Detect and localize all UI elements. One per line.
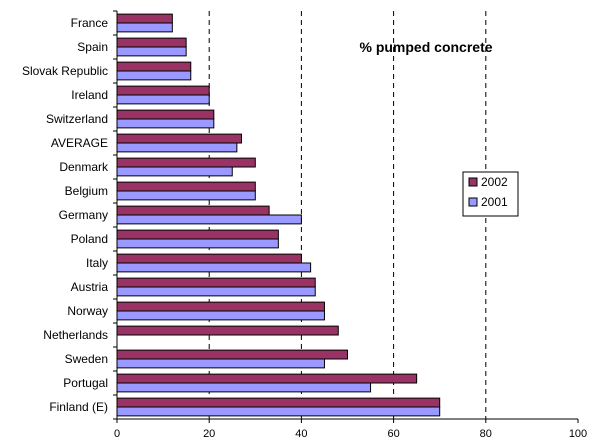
x-tick-label: 0 (114, 428, 120, 440)
category-label: Belgium (65, 184, 108, 198)
bar-2001-switzerland (116, 118, 215, 129)
legend-swatch-2001 (468, 197, 478, 207)
category-label: Denmark (59, 160, 109, 174)
bar-2001-slovak-republic (116, 70, 192, 81)
x-tick-label: 100 (569, 428, 587, 440)
bar-2002-switzerland (116, 109, 215, 120)
category-label: AVERAGE (51, 136, 108, 150)
category-label: Portugal (63, 376, 108, 390)
bar-2002-spain (116, 37, 187, 48)
bar-2002-france (116, 13, 173, 24)
bars (116, 13, 441, 417)
chart-title: % pumped concrete (359, 39, 492, 55)
bar-2001-poland (116, 238, 279, 249)
category-label: Poland (71, 232, 108, 246)
bar-2001-france (116, 22, 173, 33)
legend-label-2002: 2002 (481, 175, 508, 189)
bar-2002-austria (116, 277, 316, 288)
x-tick-label: 80 (480, 428, 492, 440)
bar-2001-norway (116, 310, 325, 321)
category-label: Spain (77, 40, 108, 54)
bar-2002-average (116, 133, 242, 144)
bar-2002-germany (116, 205, 270, 216)
category-label: Italy (86, 256, 108, 270)
bar-2001-germany (116, 214, 302, 225)
x-tick-labels: 0 20 40 60 80 100 (114, 428, 587, 440)
category-label: Germany (59, 208, 108, 222)
legend-swatch-2002 (468, 177, 478, 187)
gridlines (208, 11, 487, 419)
bar-2001-spain (116, 46, 187, 57)
bar-2001-ireland (116, 94, 210, 105)
category-label: Switzerland (46, 112, 108, 126)
bar-2002-poland (116, 229, 279, 240)
category-label: Netherlands (43, 328, 108, 342)
bar-2001-sweden (116, 358, 325, 369)
bar-2002-finland-e (116, 397, 441, 408)
legend-label-2001: 2001 (481, 195, 508, 209)
bar-2002-denmark (116, 157, 256, 168)
bar-2001-italy (116, 262, 312, 273)
bar-2002-belgium (116, 181, 256, 192)
category-label: Finland (E) (49, 400, 108, 414)
category-label: Austria (71, 280, 109, 294)
category-label: Sweden (65, 352, 108, 366)
bar-2002-sweden (116, 349, 348, 360)
category-label: Ireland (71, 88, 108, 102)
bar-2002-netherlands (116, 325, 339, 336)
category-label: Slovak Republic (22, 64, 108, 78)
category-labels: France Spain Slovak Republic Ireland Switzer… (22, 16, 109, 414)
bar-2002-portugal (116, 373, 418, 384)
bar-2002-slovak-republic (116, 61, 192, 72)
bar-2002-norway (116, 301, 325, 312)
bar-2001-denmark (116, 166, 233, 177)
x-tick-label: 60 (387, 428, 399, 440)
bar-2001-austria (116, 286, 316, 297)
legend: 2002 2001 (462, 171, 519, 217)
bar-2001-finland-e (116, 406, 441, 417)
axes (113, 10, 579, 423)
bar-2001-portugal (116, 382, 372, 393)
x-tick-label: 40 (295, 428, 307, 440)
category-label: Norway (67, 304, 108, 318)
bar-2001-belgium (116, 190, 256, 201)
x-tick-label: 20 (203, 428, 215, 440)
bar-2002-italy (116, 253, 302, 264)
bar-2001-average (116, 142, 238, 153)
category-label: France (71, 16, 109, 30)
bar-2002-ireland (116, 85, 210, 96)
